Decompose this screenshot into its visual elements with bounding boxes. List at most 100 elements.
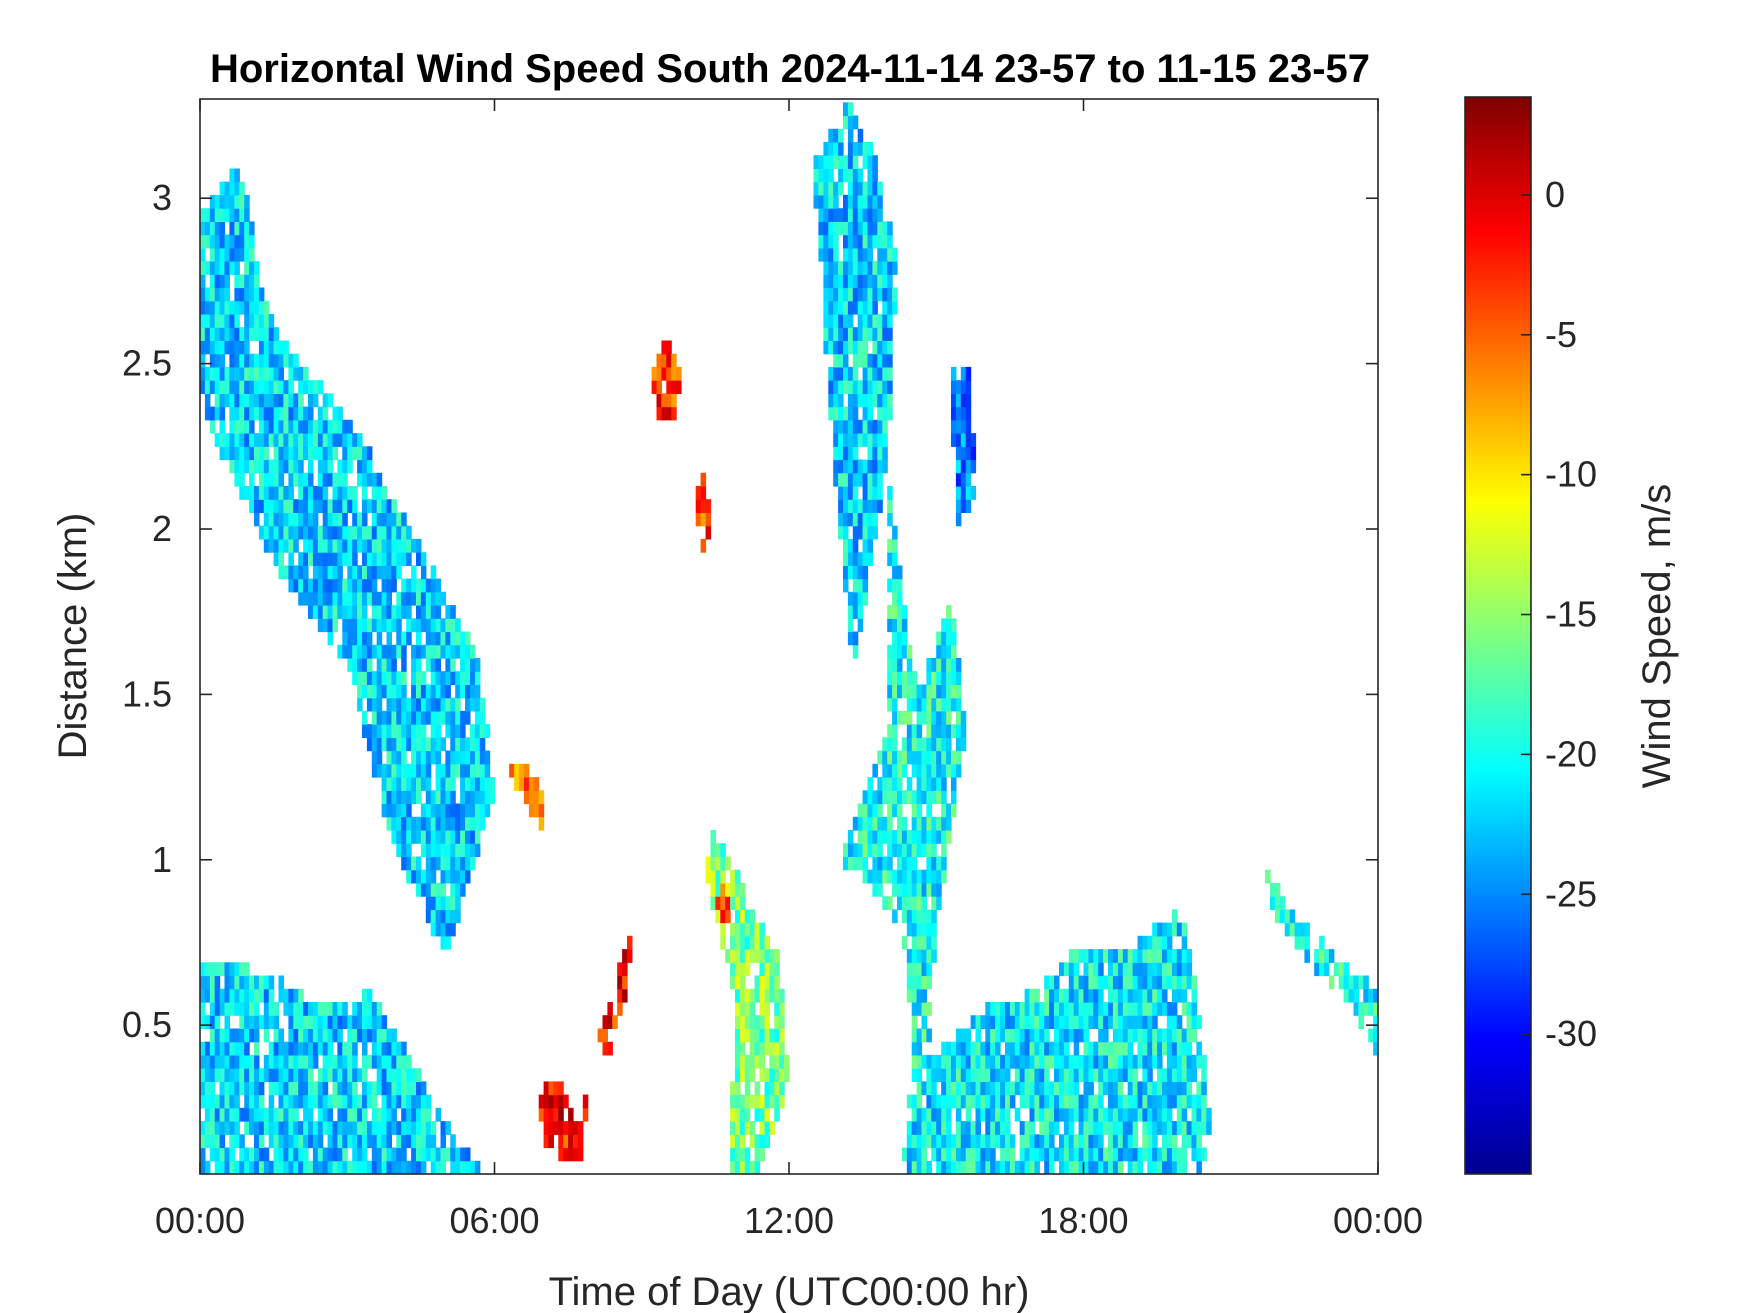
heatmap-cell [543, 1094, 550, 1109]
heatmap-cell [391, 790, 397, 805]
heatmap-cell [249, 221, 255, 236]
heatmap-cell [548, 1107, 554, 1122]
heatmap-cell [229, 1081, 235, 1096]
heatmap-cell [200, 380, 206, 394]
heatmap-cell [892, 737, 898, 752]
heatmap-cell [627, 949, 633, 963]
heatmap-cell [867, 538, 873, 553]
heatmap-cell [857, 314, 864, 328]
heatmap-cell [244, 208, 250, 222]
heatmap-cell [322, 1160, 329, 1174]
heatmap-cell [278, 366, 284, 381]
heatmap-cell [911, 830, 918, 844]
heatmap-cell [906, 790, 913, 805]
heatmap-cell [273, 1015, 280, 1029]
heatmap-cell [955, 658, 962, 672]
heatmap-cell [862, 525, 869, 540]
heatmap-cell [386, 525, 392, 540]
heatmap-cell [877, 843, 883, 857]
heatmap-cell [254, 1028, 260, 1043]
heatmap-cell [1191, 1147, 1197, 1162]
heatmap-cell [749, 1041, 756, 1056]
heatmap-cell [1181, 1134, 1188, 1149]
heatmap-cell [872, 486, 878, 500]
heatmap-cell [411, 1094, 417, 1109]
heatmap-cell [371, 1121, 378, 1135]
heatmap-cell [239, 181, 245, 196]
heatmap-cell [273, 1068, 280, 1082]
heatmap-cell [862, 433, 869, 447]
heatmap-cell [357, 1015, 363, 1029]
heatmap-cell [288, 353, 294, 368]
heatmap-cell [317, 446, 324, 461]
heatmap-cell [337, 1121, 343, 1135]
heatmap-cell [337, 538, 343, 553]
heatmap-cell [892, 552, 898, 566]
heatmap-cell [357, 1002, 363, 1016]
heatmap-cell [823, 274, 829, 289]
heatmap-cell [730, 922, 736, 937]
heatmap-cell [847, 486, 854, 500]
heatmap-cell [312, 419, 319, 434]
heatmap-cell [828, 168, 834, 183]
heatmap-cell [214, 962, 221, 977]
heatmap-cell [445, 816, 451, 831]
heatmap-cell [200, 221, 206, 236]
heatmap-cell [970, 486, 977, 500]
heatmap-cell [204, 1107, 211, 1122]
heatmap-cell [420, 777, 427, 791]
heatmap-cell [249, 1028, 255, 1043]
heatmap-cell [1034, 1068, 1040, 1082]
heatmap-cell [735, 1094, 741, 1109]
heatmap-cell [833, 274, 839, 289]
heatmap-cell [258, 525, 265, 540]
heatmap-cell [1000, 1107, 1006, 1122]
heatmap-cell [661, 366, 667, 381]
heatmap-cell [931, 750, 937, 765]
heatmap-cell [862, 353, 869, 368]
heatmap-cell [1171, 1002, 1178, 1016]
heatmap-cell [200, 274, 206, 289]
heatmap-cell [273, 472, 280, 487]
heatmap-cell [548, 1094, 554, 1109]
heatmap-cell [386, 1134, 392, 1149]
heatmap-cell [430, 671, 437, 685]
heatmap-cell [568, 1134, 574, 1149]
heatmap-cell [965, 1054, 972, 1069]
x-tick-label: 00:00 [1333, 1200, 1423, 1241]
heatmap-cell [1127, 988, 1134, 1003]
heatmap-cell [897, 618, 903, 633]
heatmap-cell [1073, 988, 1080, 1003]
heatmap-cell [249, 988, 255, 1003]
heatmap-cell [214, 1121, 221, 1135]
heatmap-cell [420, 1107, 427, 1122]
heatmap-cell [376, 763, 383, 778]
heatmap-cell [749, 1121, 756, 1135]
heatmap-cell [411, 790, 417, 805]
heatmap-cell [882, 287, 888, 302]
heatmap-cell [843, 155, 849, 169]
heatmap-cell [1083, 1107, 1089, 1122]
heatmap-cell [872, 234, 878, 249]
heatmap-cell [1034, 1028, 1040, 1043]
heatmap-cell [1166, 1068, 1173, 1082]
heatmap-cell [371, 565, 378, 580]
heatmap-cell [327, 618, 334, 633]
heatmap-cell [1112, 1081, 1119, 1096]
heatmap-cell [936, 816, 942, 831]
heatmap-cell [833, 419, 839, 434]
heatmap-cell [445, 935, 451, 950]
heatmap-cell [739, 988, 746, 1003]
heatmap-cell [386, 1094, 392, 1109]
heatmap-cell [219, 1054, 226, 1069]
heatmap-cell [892, 843, 898, 857]
heatmap-cell [278, 1107, 284, 1122]
heatmap-cell [946, 618, 952, 633]
heatmap-cell [337, 1002, 343, 1016]
heatmap-cell [312, 486, 319, 500]
heatmap-cell [440, 843, 446, 857]
heatmap-cell [445, 803, 451, 818]
heatmap-cell [342, 525, 348, 540]
heatmap-cell [955, 1147, 962, 1162]
heatmap-cell [1358, 1002, 1364, 1016]
